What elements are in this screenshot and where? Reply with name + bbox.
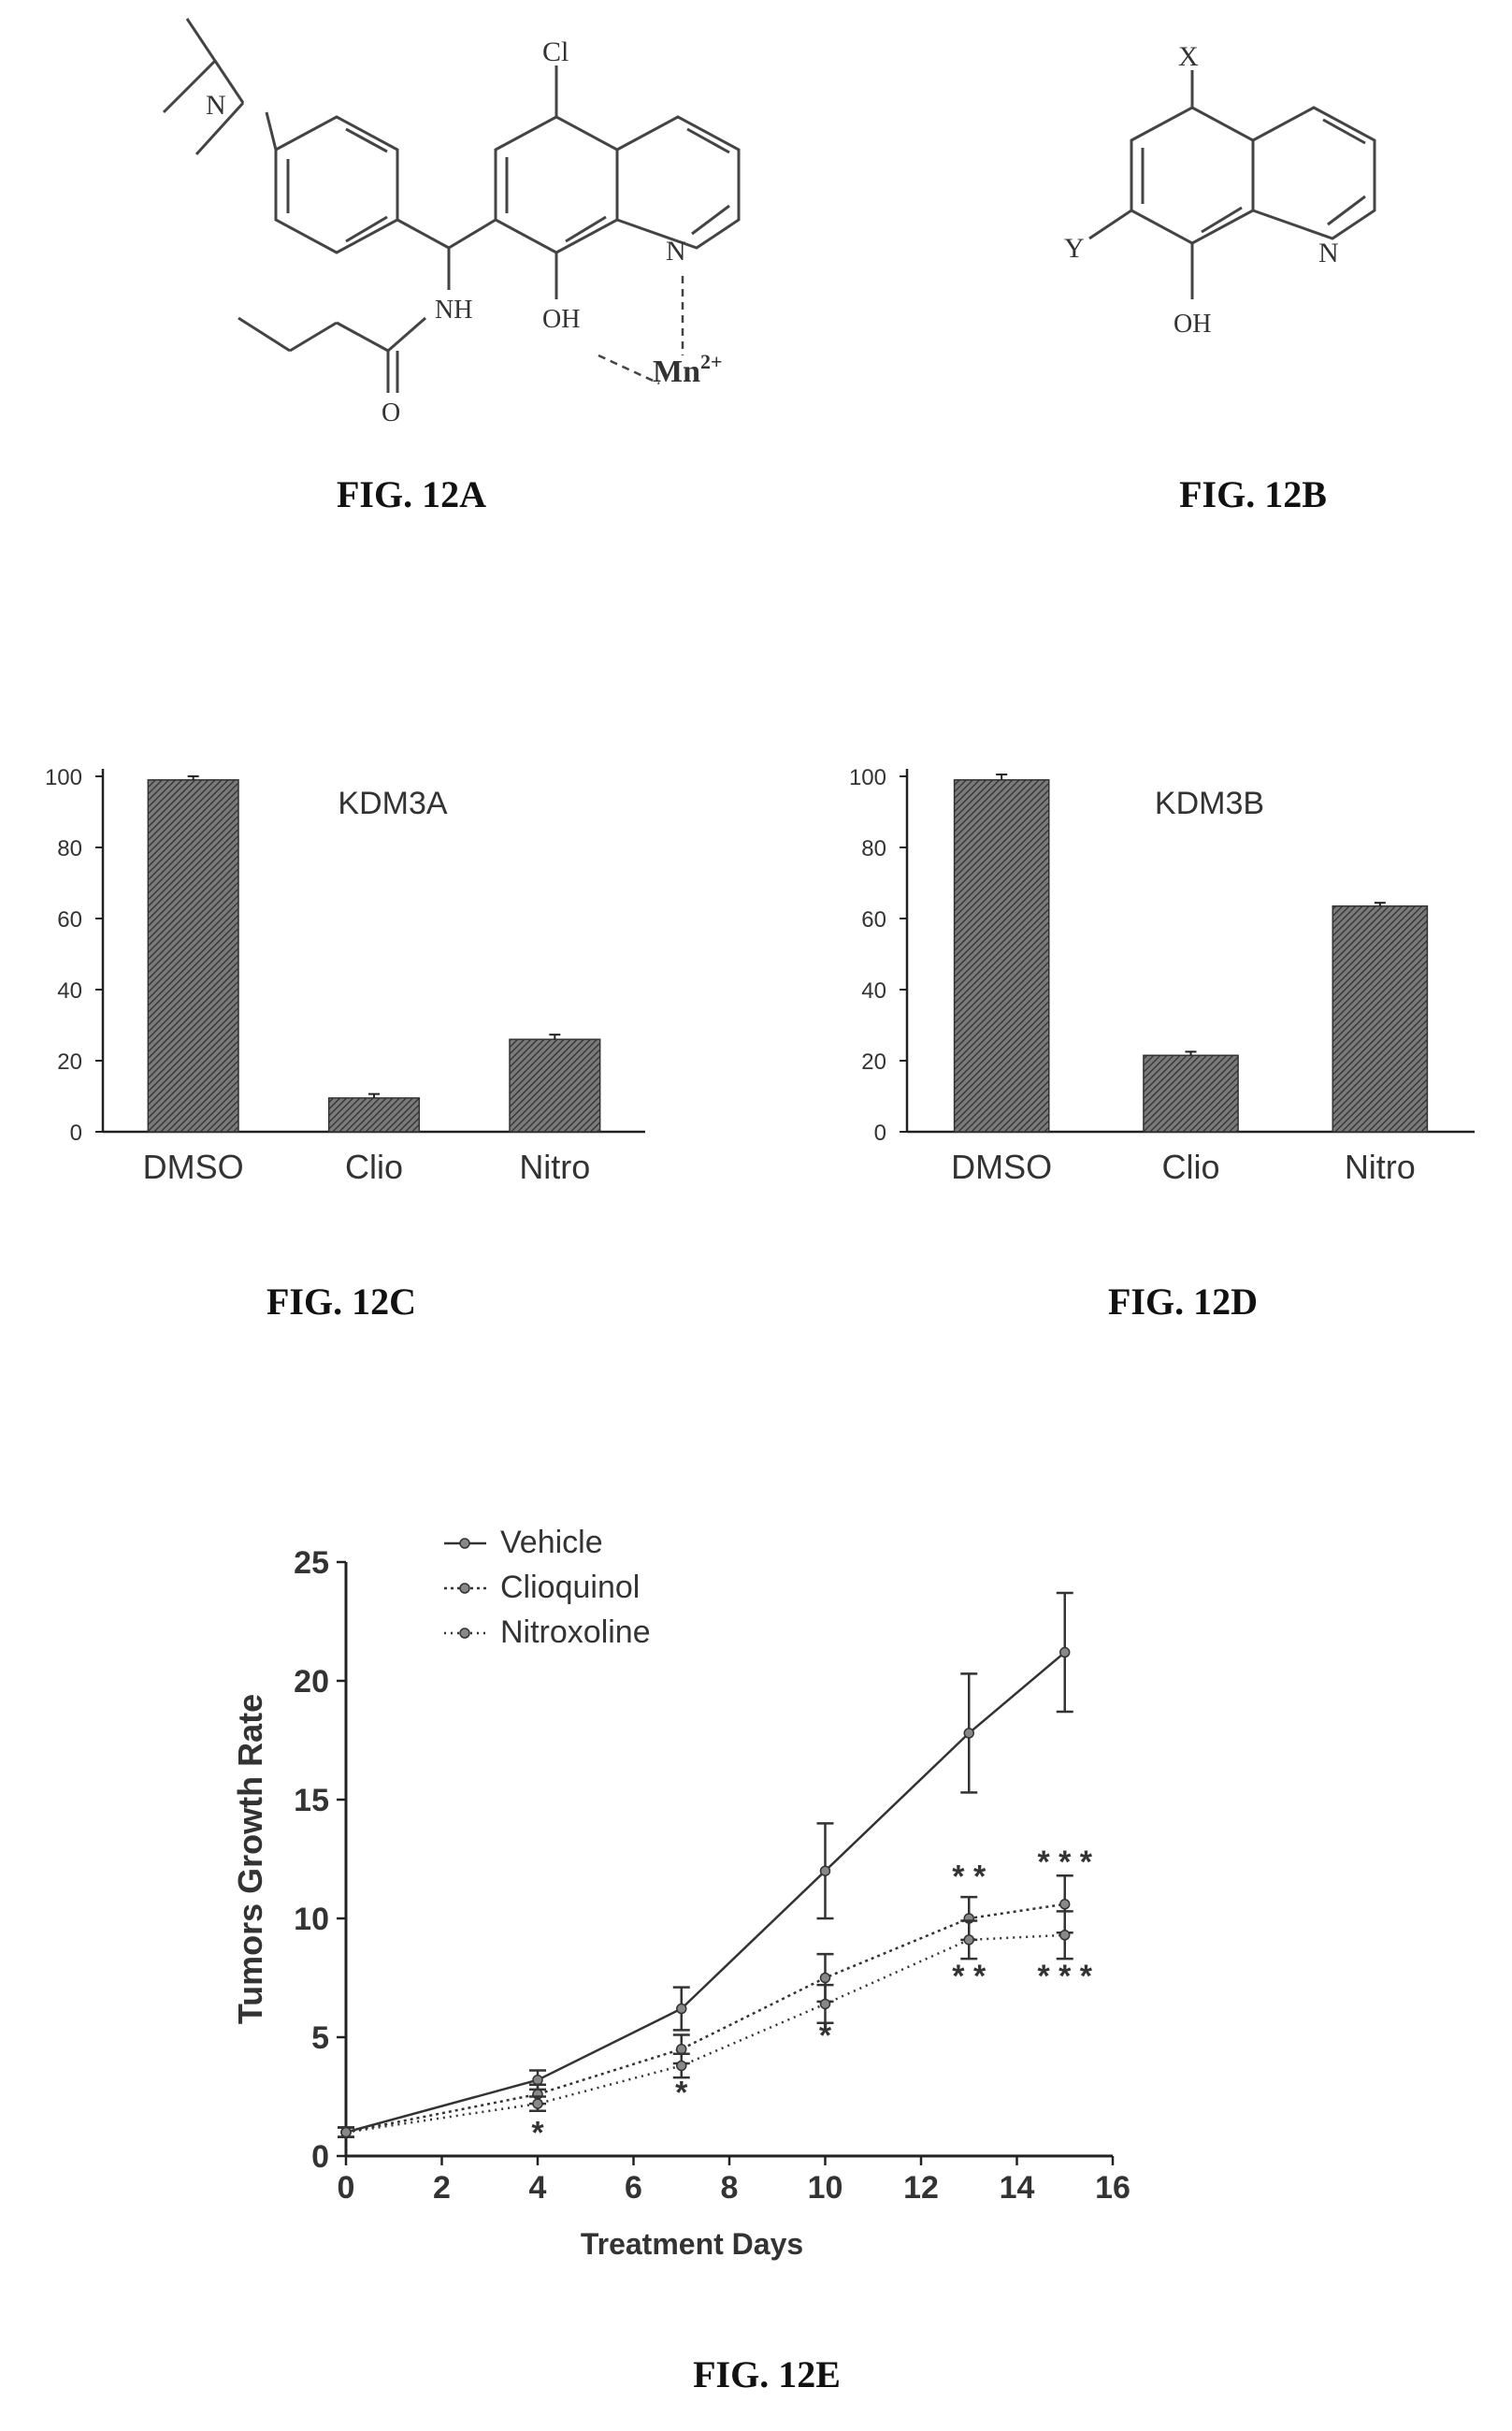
data-point xyxy=(819,1972,831,1984)
y-tick-label: 100 xyxy=(849,765,886,790)
atom-n-amine: N xyxy=(206,90,226,121)
kdm3b-bar-chart: 0 20 40 60 80 100 KDM3B DMSO Clio Nitro xyxy=(849,765,1475,1186)
fig-12d-label: FIG. 12D xyxy=(1108,1281,1258,1323)
x-tick-label: Clio xyxy=(1161,1148,1219,1186)
x-tick-label: DMSO xyxy=(951,1148,1052,1186)
data-point xyxy=(819,1865,831,1876)
series-line-clioquinol xyxy=(345,1903,1065,2134)
data-point xyxy=(532,2074,543,2086)
atom-n-ring: N xyxy=(666,236,686,267)
x-tick-label: 14 xyxy=(1000,2170,1035,2206)
y-tick-label: 15 xyxy=(294,1783,329,1818)
fig-12c-label: FIG. 12C xyxy=(266,1281,416,1323)
x-tick-label: Nitro xyxy=(519,1148,590,1186)
y-tick-label: 80 xyxy=(861,836,886,861)
y-tick-label: 20 xyxy=(57,1049,82,1075)
legend-label: Nitroxoline xyxy=(500,1614,651,1650)
data-point xyxy=(676,2003,687,2015)
x-tick-label: 16 xyxy=(1095,2170,1130,2206)
chart-title: KDM3A xyxy=(338,786,447,821)
significance-annotation: * * * xyxy=(1037,1845,1092,1880)
atom-oh-b: OH xyxy=(1174,310,1211,339)
significance-annotation: * xyxy=(819,2018,832,2053)
y-tick-label: 20 xyxy=(861,1049,886,1075)
fig-12e-label: FIG. 12E xyxy=(693,2353,841,2395)
growth-line-chart: 0 5 10 15 20 25 0 2 4 6 8 10 12 14 16 Treatment Days Tum… xyxy=(231,1525,1130,2261)
atom-x: X xyxy=(1178,41,1199,72)
significance-annotation: * xyxy=(531,2116,544,2151)
legend-marker xyxy=(459,1583,470,1594)
y-tick-label: 0 xyxy=(311,2139,329,2175)
y-tick-label: 20 xyxy=(294,1664,329,1700)
x-tick-label: 6 xyxy=(625,2170,642,2206)
atom-oh: OH xyxy=(542,305,580,334)
y-tick-label: 100 xyxy=(45,765,82,790)
x-tick-label: 12 xyxy=(903,2170,939,2206)
data-point xyxy=(676,2043,687,2055)
bar-nitro xyxy=(509,1038,601,1133)
kdm3a-bar-chart: 0 20 40 60 80 100 KDM3A DMSO Clio Nitro xyxy=(45,765,645,1186)
y-tick-label: 60 xyxy=(57,907,82,933)
legend-marker xyxy=(459,1538,470,1549)
bar-dmso xyxy=(953,779,1050,1133)
legend-marker xyxy=(459,1628,470,1639)
bar-clio xyxy=(327,1097,421,1133)
data-point xyxy=(340,2126,352,2138)
x-tick-label: Nitro xyxy=(1345,1148,1416,1186)
y-tick-label: 5 xyxy=(311,2020,329,2056)
y-tick-label: 0 xyxy=(70,1121,82,1146)
fig-12b-structure: X Y N OH xyxy=(1064,41,1376,339)
legend-label: Clioquinol xyxy=(500,1570,640,1605)
significance-annotation: * * xyxy=(952,1859,986,1894)
data-point xyxy=(532,2098,543,2109)
y-axis-label: Tumors Growth Rate xyxy=(231,1694,269,2024)
x-tick-label: 10 xyxy=(808,2170,843,2206)
significance-annotation: * * * xyxy=(1037,1959,1092,1994)
y-tick-label: 40 xyxy=(57,978,82,1004)
metal-charge: 2+ xyxy=(700,350,723,373)
x-tick-label: 0 xyxy=(338,2170,355,2206)
y-tick-label: 60 xyxy=(861,907,886,933)
fig-12b-label: FIG. 12B xyxy=(1179,473,1327,515)
atom-n-ring-b: N xyxy=(1318,238,1339,268)
legend-label: Vehicle xyxy=(500,1525,603,1560)
x-tick-label: 2 xyxy=(433,2170,451,2206)
atom-o: O xyxy=(382,398,400,427)
atom-y: Y xyxy=(1064,233,1085,264)
significance-annotation: * xyxy=(675,2075,688,2110)
series-line-vehicle xyxy=(345,1651,1066,2134)
y-tick-label: 0 xyxy=(874,1121,886,1146)
chart-title: KDM3B xyxy=(1155,786,1264,821)
data-point xyxy=(1059,1930,1071,1941)
bar-dmso xyxy=(147,779,239,1133)
x-axis-label: Treatment Days xyxy=(581,2227,803,2261)
x-tick-label: 4 xyxy=(529,2170,547,2206)
significance-annotation: * * xyxy=(952,1959,986,1994)
bar-clio xyxy=(1143,1054,1239,1133)
metal-symbol: Mn xyxy=(653,355,700,389)
x-tick-label: 8 xyxy=(721,2170,739,2206)
atom-cl: Cl xyxy=(542,36,569,67)
x-tick-label: DMSO xyxy=(143,1148,244,1186)
fig-12a-label: FIG. 12A xyxy=(337,473,486,515)
data-point xyxy=(1059,1646,1071,1658)
y-tick-label: 25 xyxy=(294,1545,329,1581)
atom-metal: Mn2+ xyxy=(653,350,723,389)
data-point xyxy=(819,1998,831,2010)
data-point xyxy=(676,2060,687,2072)
y-tick-label: 10 xyxy=(294,1902,329,1937)
data-point xyxy=(963,1934,974,1946)
data-point xyxy=(1059,1899,1071,1910)
bar-nitro xyxy=(1332,904,1429,1133)
y-tick-label: 80 xyxy=(57,836,82,861)
series-line-nitroxoline xyxy=(345,1933,1065,2134)
fig-12a-structure: N Cl NH O OH N Mn2+ xyxy=(162,18,741,427)
y-tick-label: 40 xyxy=(861,978,886,1004)
x-tick-label: Clio xyxy=(345,1148,403,1186)
atom-nh: NH xyxy=(435,296,472,325)
data-point xyxy=(963,1728,974,1739)
